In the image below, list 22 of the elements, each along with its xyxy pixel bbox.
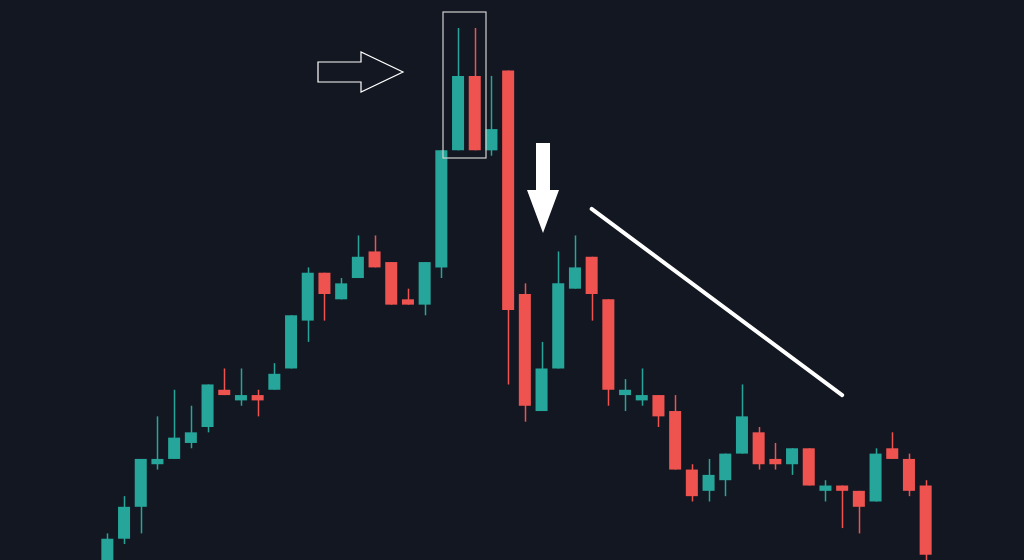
candlestick xyxy=(886,431,899,460)
candlestick xyxy=(351,234,364,279)
candlestick xyxy=(769,442,782,471)
candlestick xyxy=(702,458,715,503)
candlestick xyxy=(836,484,849,529)
candlestick xyxy=(852,490,865,535)
candlestick xyxy=(268,362,281,391)
candlestick xyxy=(786,447,799,476)
candlestick xyxy=(151,415,164,471)
candlestick xyxy=(819,479,832,503)
candlestick xyxy=(652,394,665,428)
candlestick xyxy=(635,367,648,407)
candlestick xyxy=(619,378,632,412)
candlestick xyxy=(568,234,581,290)
candlestick xyxy=(101,532,114,560)
candlestick xyxy=(318,271,331,322)
candlestick xyxy=(251,389,264,418)
candlestick xyxy=(184,404,197,450)
candlestick xyxy=(218,367,231,396)
candlestick xyxy=(168,389,181,460)
candlestick xyxy=(234,367,247,407)
candlestick xyxy=(368,234,381,269)
